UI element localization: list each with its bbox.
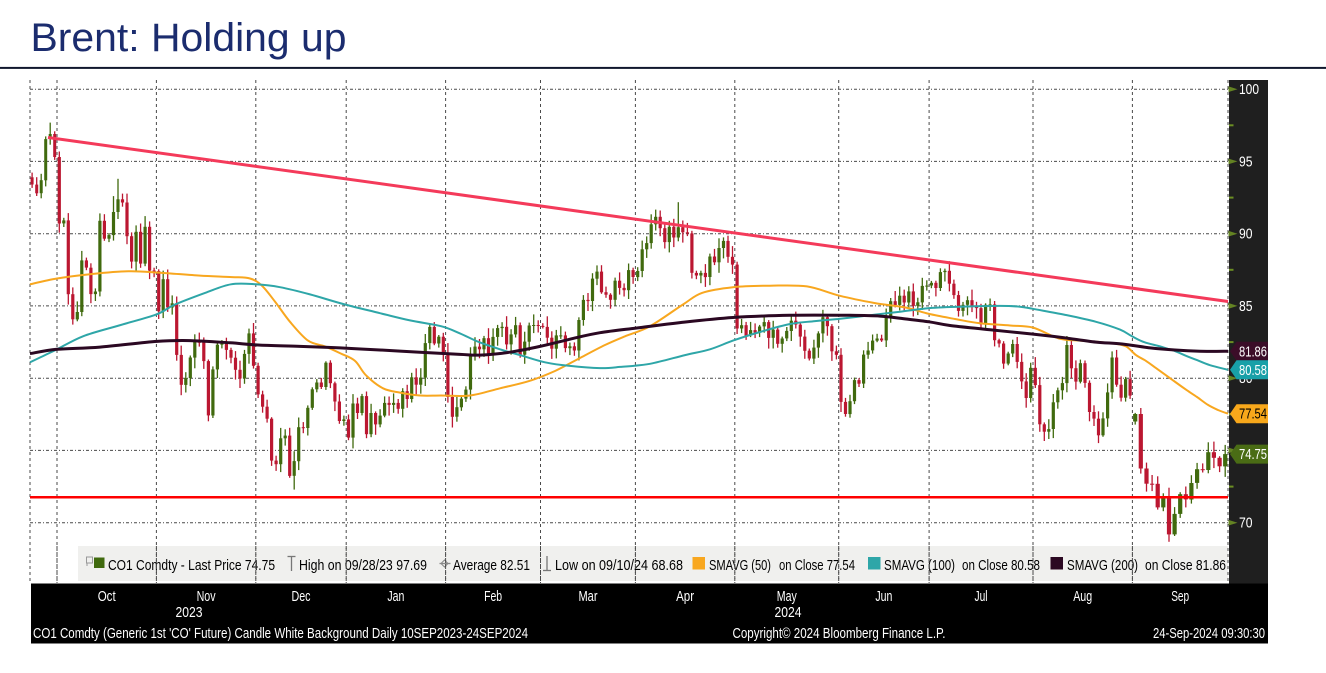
svg-text:74.75: 74.75 bbox=[1239, 446, 1267, 463]
svg-text:on Close 77.54: on Close 77.54 bbox=[779, 557, 855, 574]
svg-text:Jun: Jun bbox=[875, 588, 892, 605]
svg-text:Aug: Aug bbox=[1073, 588, 1092, 605]
svg-text:Jan: Jan bbox=[387, 588, 404, 605]
svg-text:70: 70 bbox=[1239, 515, 1253, 532]
svg-text:Low on 09/10/24 68.68: Low on 09/10/24 68.68 bbox=[555, 557, 683, 574]
svg-text:CO1 Comdty (Generic 1st 'CO' F: CO1 Comdty (Generic 1st 'CO' Future) Can… bbox=[33, 625, 528, 642]
svg-text:Jul: Jul bbox=[975, 588, 988, 605]
svg-text:Average 82.51: Average 82.51 bbox=[453, 557, 530, 574]
svg-text:SMAVG (100): SMAVG (100) bbox=[884, 557, 955, 574]
svg-text:Dec: Dec bbox=[292, 588, 311, 605]
svg-text:Mar: Mar bbox=[579, 588, 598, 605]
svg-text:77.54: 77.54 bbox=[1239, 406, 1267, 423]
svg-text:High on 09/28/23 97.69: High on 09/28/23 97.69 bbox=[299, 557, 427, 574]
svg-text:90: 90 bbox=[1239, 226, 1253, 243]
svg-text:Brent: Holding up: Brent: Holding up bbox=[31, 16, 347, 60]
svg-text:SMAVG (50): SMAVG (50) bbox=[709, 557, 771, 574]
svg-text:2023: 2023 bbox=[176, 604, 203, 621]
svg-text:80.58: 80.58 bbox=[1239, 362, 1267, 379]
svg-text:100: 100 bbox=[1239, 81, 1259, 98]
svg-text:2024: 2024 bbox=[775, 604, 802, 621]
svg-text:Apr: Apr bbox=[676, 588, 694, 605]
svg-text:Nov: Nov bbox=[197, 588, 216, 605]
svg-text:85: 85 bbox=[1239, 298, 1253, 315]
svg-text:Sep: Sep bbox=[1171, 588, 1189, 605]
svg-text:24-Sep-2024 09:30:30: 24-Sep-2024 09:30:30 bbox=[1153, 625, 1265, 642]
svg-text:95: 95 bbox=[1239, 153, 1253, 170]
svg-text:CO1 Comdty - Last Price 74.75: CO1 Comdty - Last Price 74.75 bbox=[108, 557, 275, 574]
svg-text:Feb: Feb bbox=[484, 588, 502, 605]
svg-text:SMAVG (200): SMAVG (200) bbox=[1067, 557, 1138, 574]
svg-text:81.86: 81.86 bbox=[1239, 343, 1267, 360]
svg-text:on Close 81.86: on Close 81.86 bbox=[1145, 557, 1226, 574]
svg-text:Copyright© 2024 Bloomberg Fina: Copyright© 2024 Bloomberg Finance L.P. bbox=[733, 625, 946, 642]
svg-text:Oct: Oct bbox=[98, 588, 117, 605]
svg-text:on Close 80.58: on Close 80.58 bbox=[962, 557, 1040, 574]
svg-text:May: May bbox=[777, 588, 797, 605]
